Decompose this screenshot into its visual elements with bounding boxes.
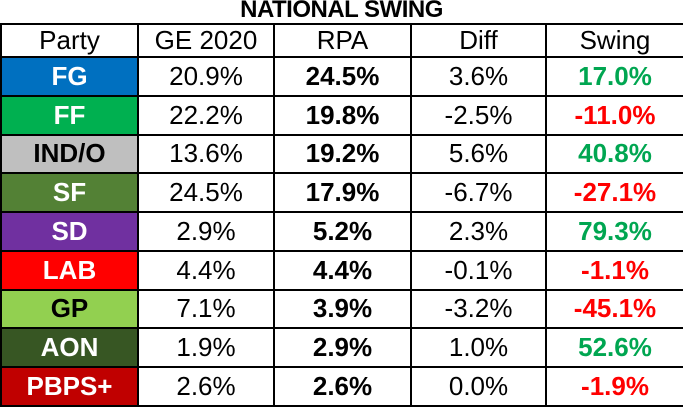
rpa-cell: 24.5% [273,56,412,97]
rpa-cell: 19.8% [273,94,412,136]
diff-cell: 3.6% [410,56,547,97]
rpa-cell: 2.6% [273,366,412,407]
party-cell: SD [0,211,139,252]
ge2020-cell: 7.1% [137,288,275,330]
swing-cell: -27.1% [545,172,683,214]
col-header-diff: Diff [410,23,547,58]
swing-cell: 17.0% [545,56,683,97]
rpa-cell: 19.2% [273,133,412,175]
rpa-cell: 5.2% [273,211,412,252]
table-row-aon: AON 1.9% 2.9% 1.0% 52.6% [0,327,683,369]
swing-cell: 79.3% [545,211,683,252]
ge2020-cell: 2.6% [137,366,275,407]
rpa-cell: 17.9% [273,172,412,214]
party-cell: IND/O [0,133,139,175]
party-cell: SF [0,172,139,214]
col-header-ge2020: GE 2020 [137,23,275,58]
swing-cell: -11.0% [545,94,683,136]
col-header-party: Party [0,23,139,58]
swing-cell: -45.1% [545,288,683,330]
table-row-gp: GP 7.1% 3.9% -3.2% -45.1% [0,288,683,330]
table-row-sd: SD 2.9% 5.2% 2.3% 79.3% [0,211,683,252]
table-row-lab: LAB 4.4% 4.4% -0.1% -1.1% [0,249,683,291]
party-cell: LAB [0,249,139,291]
party-cell: AON [0,327,139,369]
col-header-swing: Swing [545,23,683,58]
swing-cell: 40.8% [545,133,683,175]
ge2020-cell: 13.6% [137,133,275,175]
party-cell: FG [0,56,139,97]
table-row-ff: FF 22.2% 19.8% -2.5% -11.0% [0,94,683,136]
ge2020-cell: 2.9% [137,211,275,252]
diff-cell: -6.7% [410,172,547,214]
party-cell: GP [0,288,139,330]
ge2020-cell: 24.5% [137,172,275,214]
diff-cell: 1.0% [410,327,547,369]
rpa-cell: 2.9% [273,327,412,369]
table-row-sf: SF 24.5% 17.9% -6.7% -27.1% [0,172,683,214]
table-row-fg: FG 20.9% 24.5% 3.6% 17.0% [0,56,683,97]
page-title: NATIONAL SWING [240,0,443,23]
diff-cell: 5.6% [410,133,547,175]
table-row-pbps: PBPS+ 2.6% 2.6% 0.0% -1.9% [0,366,683,407]
col-header-rpa: RPA [273,23,412,58]
table-row-indo: IND/O 13.6% 19.2% 5.6% 40.8% [0,133,683,175]
ge2020-cell: 1.9% [137,327,275,369]
diff-cell: -0.1% [410,249,547,291]
national-swing-table: Party GE 2020 RPA Diff Swing FG 20.9% 24… [0,23,683,407]
diff-cell: -2.5% [410,94,547,136]
rpa-cell: 3.9% [273,288,412,330]
swing-cell: -1.1% [545,249,683,291]
ge2020-cell: 4.4% [137,249,275,291]
swing-cell: -1.9% [545,366,683,407]
diff-cell: 0.0% [410,366,547,407]
swing-cell: 52.6% [545,327,683,369]
party-cell: PBPS+ [0,366,139,407]
diff-cell: 2.3% [410,211,547,252]
diff-cell: -3.2% [410,288,547,330]
header-row: Party GE 2020 RPA Diff Swing [0,23,683,58]
ge2020-cell: 22.2% [137,94,275,136]
party-cell: FF [0,94,139,136]
ge2020-cell: 20.9% [137,56,275,97]
rpa-cell: 4.4% [273,249,412,291]
